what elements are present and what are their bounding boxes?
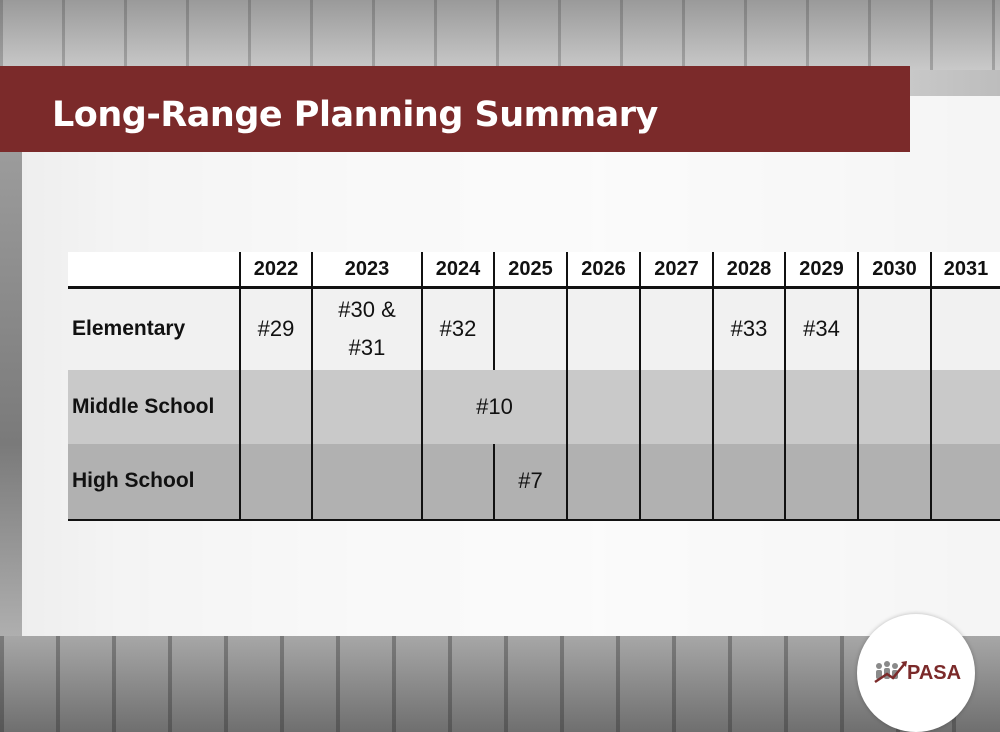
slide-title: Long-Range Planning Summary: [52, 95, 658, 135]
table-cell: [566, 287, 640, 370]
table-cell: [311, 443, 422, 520]
table-cell: [639, 287, 713, 370]
header-corner: [68, 252, 240, 288]
year-header: 2025: [493, 252, 567, 288]
row-label: Middle School: [72, 394, 215, 418]
title-bar: [0, 66, 910, 152]
year-header: 2027: [639, 252, 713, 288]
table-cell: [311, 369, 422, 444]
table-cell: [930, 369, 1000, 444]
year-header: 2026: [566, 252, 640, 288]
cell-line: #30 & #31: [338, 297, 396, 361]
table-cell: [857, 443, 931, 520]
header-row: 2022 2023 2024 2025 2026 2027 2028 2029 …: [68, 252, 1000, 288]
pasa-people-arrow-icon: [874, 661, 907, 684]
pasa-logo: PASA: [857, 614, 975, 732]
row-elementary: Elementary #29 #30 & #31 #32 #33 #34: [68, 287, 1000, 370]
year-header: 2030: [857, 252, 931, 288]
locker-photo-bottom: [0, 636, 1000, 732]
year-header: 2023: [311, 252, 422, 288]
table-cell: [239, 443, 312, 520]
table-cell: #34: [784, 287, 858, 370]
table-cell: [857, 369, 931, 444]
locker-photo-top: [0, 0, 1000, 70]
table-cell: [239, 369, 312, 444]
table-cell: [712, 443, 785, 520]
year-header: 2031: [930, 252, 1000, 288]
locker-photo-left: [0, 150, 22, 640]
table-cell: [566, 443, 640, 520]
table-cell: [930, 443, 1000, 520]
year-header: 2022: [239, 252, 312, 288]
planning-table: 2022 2023 2024 2025 2026 2027 2028 2029 …: [68, 252, 1000, 521]
table-cell: [784, 369, 858, 444]
table-cell: [712, 369, 785, 444]
row-label: Elementary: [72, 317, 186, 341]
table-cell: #33: [712, 287, 785, 370]
row-middle-school: Middle School #10: [68, 369, 1000, 444]
table-cell: #30 & #31: [311, 287, 422, 370]
logo-text: PASA: [907, 662, 962, 684]
year-header: 2024: [421, 252, 494, 288]
table-cell: [493, 287, 567, 370]
row-high-school: High School #7: [68, 443, 1000, 520]
table-cell: [784, 443, 858, 520]
table-cell: [639, 443, 713, 520]
year-header: 2028: [712, 252, 785, 288]
table-cell-merged: #10: [421, 369, 567, 444]
table-cell: #29: [239, 287, 312, 370]
table-cell: [857, 287, 931, 370]
table-cell: [566, 369, 640, 444]
table-cell: #7: [493, 443, 567, 520]
year-header: 2029: [784, 252, 858, 288]
table-cell: [930, 287, 1000, 370]
table-cell: [639, 369, 713, 444]
row-label: High School: [72, 469, 195, 492]
table-cell: #32: [421, 287, 494, 370]
table-cell: [421, 443, 494, 520]
